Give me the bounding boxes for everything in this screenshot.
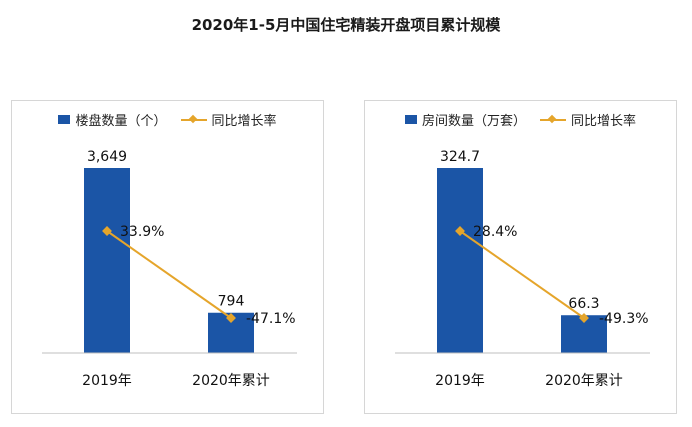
growth-point-0 — [455, 226, 465, 236]
bar-value-label-1: 794 — [218, 294, 245, 310]
growth-label-1: -49.3% — [599, 311, 649, 327]
chart-panel-buildings: 楼盘数量（个） 同比增长率 3,649 2019年 794 2020年累计 33.9% -… — [11, 100, 324, 414]
chart-title: 2020年1-5月中国住宅精装开盘项目累计规模 — [191, 16, 501, 34]
growth-point-0 — [102, 226, 112, 236]
growth-line — [106, 230, 232, 319]
growth-point-1 — [226, 313, 236, 323]
chart-plot: 3,649 2019年 794 2020年累计 33.9% -47.1% — [42, 149, 297, 389]
growth-label-0: 28.4% — [473, 224, 517, 240]
bar-value-label-0: 3,649 — [87, 149, 127, 165]
legend-item-line: 同比增长率 — [540, 110, 636, 129]
legend-swatch-line — [540, 115, 566, 125]
category-label-1: 2020年累计 — [192, 373, 270, 389]
legend-label-line: 同比增长率 — [211, 114, 277, 129]
growth-label-0: 33.9% — [120, 224, 164, 240]
chart-plot: 324.7 2019年 66.3 2020年累计 28.4% -49.3% — [395, 149, 650, 389]
legend-swatch-bar — [58, 115, 71, 124]
legend-item-bar: 楼盘数量（个） — [58, 110, 167, 129]
bar-value-label-1: 66.3 — [568, 296, 599, 312]
legend-item-bar: 房间数量（万套） — [404, 110, 526, 129]
category-label-1: 2020年累计 — [545, 373, 623, 389]
chart-panel-rooms: 房间数量（万套） 同比增长率 324.7 2019年 66.3 2020年累计 28.4… — [364, 100, 677, 414]
legend-item-line: 同比增长率 — [180, 110, 277, 129]
legend-label-bar: 房间数量（万套） — [421, 114, 526, 129]
legend: 房间数量（万套） 同比增长率 — [365, 110, 676, 129]
growth-point-1 — [579, 313, 589, 323]
bar-value-label-0: 324.7 — [440, 149, 480, 165]
legend-label-line: 同比增长率 — [571, 114, 637, 129]
growth-line — [459, 230, 585, 319]
bar-0 — [437, 168, 483, 353]
category-label-0: 2019年 — [82, 373, 132, 389]
legend-swatch-line — [180, 115, 207, 125]
growth-label-1: -47.1% — [246, 311, 296, 327]
legend-swatch-bar — [404, 115, 417, 124]
bar-0 — [84, 168, 130, 353]
legend-label-bar: 楼盘数量（个） — [75, 114, 167, 129]
category-label-0: 2019年 — [435, 373, 485, 389]
legend: 楼盘数量（个） 同比增长率 — [12, 110, 323, 129]
